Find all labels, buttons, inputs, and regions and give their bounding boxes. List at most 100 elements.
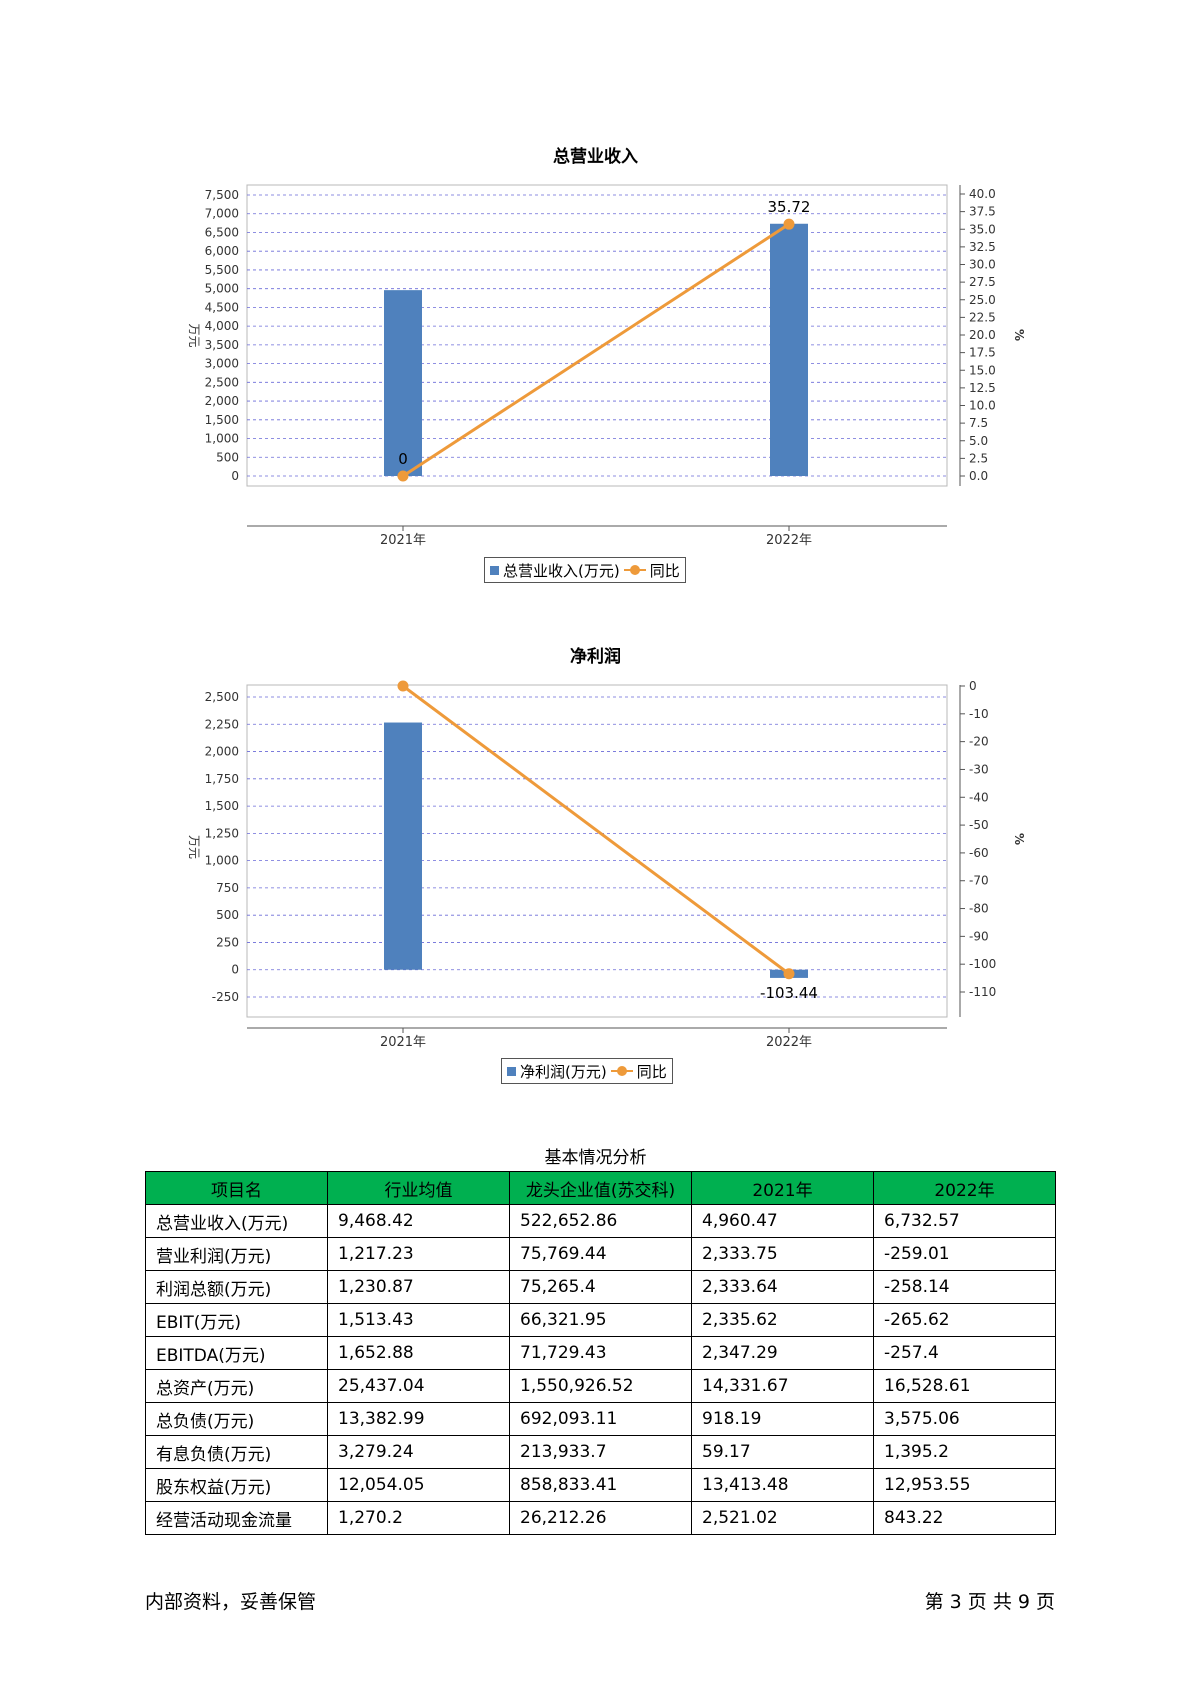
y2-tick-label: 5.0 — [969, 434, 988, 448]
legend-line-label: 同比 — [636, 1062, 667, 1081]
data-label: -103.44 — [760, 984, 818, 1002]
y-tick-label: 4,500 — [205, 300, 239, 314]
table-row: 股东权益(万元) 12,054.05 858,833.41 13,413.48 12,9… — [145, 1468, 1056, 1502]
y-tick-label: 1,500 — [205, 413, 239, 427]
line-legend-swatch — [623, 565, 646, 575]
y2-tick-label: -70 — [969, 874, 989, 888]
table-row: 经营活动现金流量 1,270.2 26,212.26 2,521.02 843.22 — [145, 1501, 1056, 1535]
y2-tick-label: -100 — [969, 957, 996, 971]
table-cell: 843.22 — [873, 1501, 1056, 1535]
y-tick-label: 5,000 — [205, 282, 239, 296]
legend-bar-label: 总营业收入(万元) — [503, 561, 620, 580]
table-cell: -259.01 — [873, 1237, 1056, 1271]
table-cell: 股东权益(万元) — [145, 1468, 328, 1502]
table-cell: 918.19 — [691, 1402, 874, 1436]
y2-tick-label: -30 — [969, 762, 989, 776]
column-header: 行业均值 — [327, 1171, 510, 1205]
table-cell: 75,265.4 — [509, 1270, 692, 1304]
y-tick-label: 5,500 — [205, 263, 239, 277]
column-header: 2021年 — [691, 1171, 874, 1205]
x-tick-label: 2021年 — [380, 533, 426, 548]
table-row: EBIT(万元) 1,513.43 66,321.95 2,335.62 -265.62 — [145, 1303, 1056, 1337]
y-tick-label: 0 — [231, 963, 239, 977]
table-title: 基本情况分析 — [544, 1148, 647, 1168]
table-cell: 2,335.62 — [691, 1303, 874, 1337]
table-row: 总资产(万元) 25,437.04 1,550,926.52 14,331.67 16,… — [145, 1369, 1056, 1403]
table-cell: 692,093.11 — [509, 1402, 692, 1436]
revenue-chart-svg: 0 500 1,000 1,500 2,000 2,500 3,000 3,500 4,000 4… — [187, 184, 1026, 548]
footer-confidential-note: 内部资料，妥善保管 — [145, 1591, 317, 1613]
table-cell: 75,769.44 — [509, 1237, 692, 1271]
y-tick-label: 2,000 — [205, 394, 239, 408]
y-axis-title: 万元 — [187, 835, 201, 859]
table-cell: 9,468.42 — [327, 1204, 510, 1238]
y-tick-label: 1,250 — [205, 826, 239, 840]
table-cell: EBITDA(万元) — [145, 1336, 328, 1370]
bar — [770, 223, 808, 476]
y2-tick-label: 12.5 — [969, 381, 996, 395]
basic-analysis-table: 项目名 行业均值 龙头企业值(苏交科) 2021年 2022年 总营业收入(万元… — [145, 1171, 1056, 1535]
bar — [384, 290, 422, 476]
table-cell: 1,270.2 — [327, 1501, 510, 1535]
y2-tick-label: -40 — [969, 790, 989, 804]
y2-tick-label: -10 — [969, 707, 989, 721]
line-point — [397, 680, 409, 692]
series-line — [402, 684, 790, 975]
y-tick-label: 1,750 — [205, 772, 239, 786]
y-tick-label: 0 — [231, 469, 239, 483]
chart-title: 总营业收入 — [553, 147, 638, 167]
y2-tick-label: -110 — [969, 985, 996, 999]
y2-tick-label: 0 — [969, 679, 977, 693]
y2-axis-title: % — [1012, 329, 1026, 341]
bar-legend-swatch — [490, 565, 499, 575]
revenue-chart: 总营业收入 0 500 1,000 1,500 2,000 2,500 3,000 3,500… — [0, 130, 1191, 600]
line-point — [783, 218, 795, 230]
chart-legend: 总营业收入(万元) 同比 — [484, 557, 686, 583]
y-tick-label: 500 — [216, 450, 239, 464]
table-cell: 12,054.05 — [327, 1468, 510, 1502]
y2-axis-title: % — [1012, 833, 1026, 845]
table-cell: 营业利润(万元) — [145, 1237, 328, 1271]
table-cell: 71,729.43 — [509, 1336, 692, 1370]
plot-frame — [246, 184, 948, 487]
y2-tick-label: 37.5 — [969, 205, 996, 219]
chart-title: 净利润 — [570, 647, 621, 667]
table-cell: 总负债(万元) — [145, 1402, 328, 1436]
y-tick-label: 3,000 — [205, 357, 239, 371]
y-tick-label: 1,000 — [205, 854, 239, 868]
table-cell: 1,217.23 — [327, 1237, 510, 1271]
table-cell: 1,395.2 — [873, 1435, 1056, 1469]
table-cell: 1,513.43 — [327, 1303, 510, 1337]
table-cell: 6,732.57 — [873, 1204, 1056, 1238]
y2-tick-label: 25.0 — [969, 293, 996, 307]
y2-tick-label: 30.0 — [969, 258, 996, 272]
table-cell: 2,347.29 — [691, 1336, 874, 1370]
column-header: 项目名 — [145, 1171, 328, 1205]
table-cell: 12,953.55 — [873, 1468, 1056, 1502]
table-cell: EBIT(万元) — [145, 1303, 328, 1337]
table-cell: 经营活动现金流量 — [145, 1501, 328, 1535]
y-tick-label: -250 — [212, 990, 239, 1004]
net-profit-chart: 净利润 -250 0 250 500 750 1,000 1,250 1,500 1,750 2,… — [0, 630, 1191, 1100]
table-cell: 16,528.61 — [873, 1369, 1056, 1403]
legend-bar-label: 净利润(万元) — [520, 1062, 607, 1081]
table-cell: 有息负债(万元) — [145, 1435, 328, 1469]
table-cell: 总营业收入(万元) — [145, 1204, 328, 1238]
column-header: 2022年 — [873, 1171, 1056, 1205]
y2-tick-label: 27.5 — [969, 275, 996, 289]
table-cell: 522,652.86 — [509, 1204, 692, 1238]
table-row: 营业利润(万元) 1,217.23 75,769.44 2,333.75 -259.01 — [145, 1237, 1056, 1271]
table-cell: 2,333.75 — [691, 1237, 874, 1271]
table-cell: -265.62 — [873, 1303, 1056, 1337]
table-cell: 2,333.64 — [691, 1270, 874, 1304]
table-cell: 13,413.48 — [691, 1468, 874, 1502]
y2-tick-label: 7.5 — [969, 416, 988, 430]
table-cell: 4,960.47 — [691, 1204, 874, 1238]
y2-tick-label: -50 — [969, 818, 989, 832]
y2-tick-label: 0.0 — [969, 469, 988, 483]
y-tick-label: 7,000 — [205, 207, 239, 221]
y-tick-label: 2,000 — [205, 745, 239, 759]
table-row: 有息负债(万元) 3,279.24 213,933.7 59.17 1,395.2 — [145, 1435, 1056, 1469]
table-row: 总负债(万元) 13,382.99 692,093.11 918.19 3,575.06 — [145, 1402, 1056, 1436]
y-tick-label: 7,500 — [205, 188, 239, 202]
